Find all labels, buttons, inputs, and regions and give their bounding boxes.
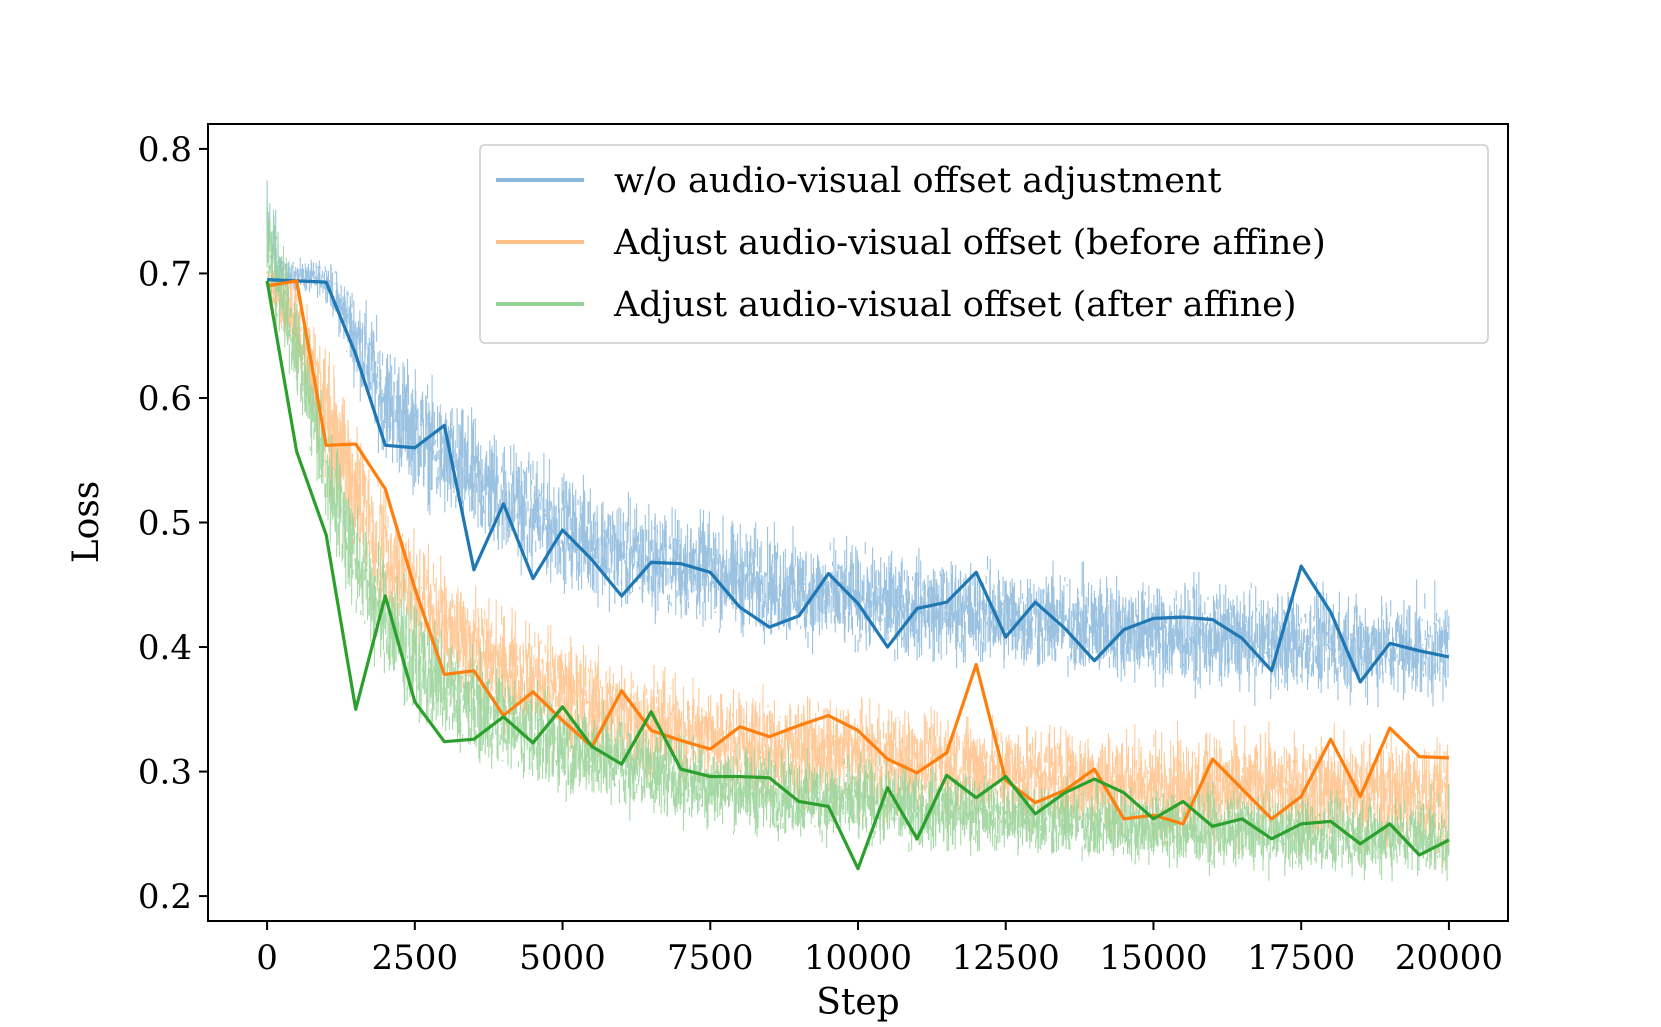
x-axis: 0 2500 5000 7500 10000 12500 15000 17500 20000 [256, 921, 1503, 978]
y-tick-label-0.3: 0.3 [138, 753, 192, 793]
y-tick-label-0.8: 0.8 [138, 130, 192, 170]
y-tick-label-0.2: 0.2 [138, 877, 192, 917]
y-axis: 0.2 0.3 0.4 0.5 0.6 0.7 0.8 [138, 130, 208, 917]
smoothed-lines-layer [265, 278, 1450, 871]
x-tick-label-7500: 7500 [667, 938, 754, 978]
legend-label-after-affine: Adjust audio-visual offset (after affine… [613, 285, 1297, 325]
x-axis-title: Step [816, 982, 899, 1023]
series-line-adjust-audio-visual-offset-after-affine [265, 280, 1450, 871]
x-tick-label-2500: 2500 [372, 938, 459, 978]
x-tick-label-5000: 5000 [519, 938, 606, 978]
x-tick-label-17500: 17500 [1247, 938, 1355, 978]
legend-label-before-affine: Adjust audio-visual offset (before affin… [613, 223, 1326, 263]
y-tick-label-0.6: 0.6 [138, 379, 192, 419]
x-tick-label-10000: 10000 [804, 938, 912, 978]
y-tick-label-0.7: 0.7 [138, 254, 192, 294]
series-line-w-o-audio-visual-offset-adjustment [267, 278, 1450, 684]
x-tick-label-15000: 15000 [1099, 938, 1207, 978]
legend-label-no-adjustment: w/o audio-visual offset adjustment [614, 161, 1222, 201]
legend: w/o audio-visual offset adjustment Adjus… [479, 144, 1489, 344]
y-tick-label-0.4: 0.4 [138, 628, 192, 668]
x-tick-label-20000: 20000 [1395, 938, 1503, 978]
series-line-adjust-audio-visual-offset-before-affine [266, 279, 1449, 826]
x-tick-label-12500: 12500 [952, 938, 1060, 978]
y-tick-label-0.5: 0.5 [138, 504, 192, 544]
raw-noise-layer [266, 180, 1450, 882]
y-axis-title: Loss [66, 481, 107, 564]
legend-box [479, 144, 1489, 344]
x-tick-label-0: 0 [256, 938, 278, 978]
